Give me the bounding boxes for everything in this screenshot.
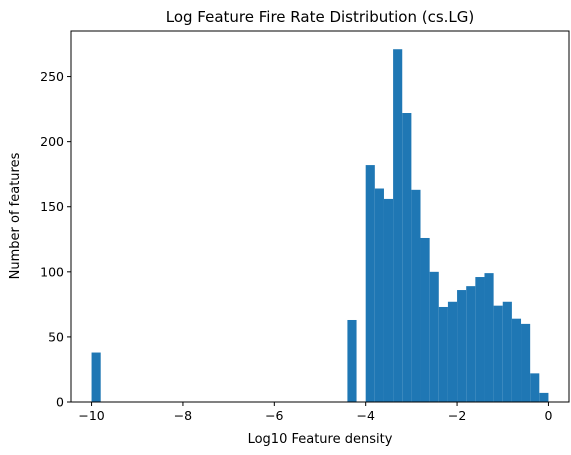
histogram-bar bbox=[374, 188, 384, 402]
histogram-bar bbox=[438, 306, 448, 402]
histogram-bar bbox=[530, 373, 540, 402]
histogram-bar bbox=[457, 290, 467, 402]
y-tick-label: 200 bbox=[40, 134, 64, 149]
x-tick-label: −2 bbox=[448, 408, 466, 423]
histogram-bar bbox=[429, 271, 439, 402]
y-axis-ticks: 0 50 100 150 200 250 bbox=[40, 69, 71, 410]
histogram-bar bbox=[502, 301, 512, 402]
x-axis-ticks: −10 −8 −6 −4 −2 0 bbox=[78, 402, 552, 423]
y-tick-label: 100 bbox=[40, 264, 64, 279]
y-tick-label: 250 bbox=[40, 69, 64, 84]
x-tick-label: 0 bbox=[544, 408, 552, 423]
histogram-bar bbox=[466, 286, 476, 402]
histogram-bar bbox=[91, 352, 101, 402]
y-tick-label: 0 bbox=[56, 395, 64, 410]
histogram-bar bbox=[493, 305, 503, 402]
histogram-bar bbox=[402, 113, 412, 402]
histogram-bar bbox=[447, 301, 458, 402]
histogram-bar bbox=[365, 165, 375, 402]
x-tick-label: −4 bbox=[356, 408, 374, 423]
histogram-bar bbox=[383, 198, 394, 402]
histogram-bar bbox=[420, 237, 430, 402]
plot-frame bbox=[70, 30, 570, 403]
y-tick-label: 50 bbox=[48, 329, 64, 344]
x-tick-label: −8 bbox=[174, 408, 192, 423]
histogram-bar bbox=[539, 392, 549, 402]
bars-group bbox=[91, 49, 549, 403]
histogram-bar bbox=[511, 318, 522, 402]
x-tick-label: −6 bbox=[265, 408, 283, 423]
histogram-bar bbox=[475, 277, 485, 402]
x-axis-title: Log10 Feature density bbox=[248, 432, 393, 447]
y-tick-label: 150 bbox=[40, 199, 64, 214]
x-tick-label: −10 bbox=[78, 408, 104, 423]
histogram-bar bbox=[521, 323, 531, 402]
histogram-bar bbox=[393, 49, 403, 403]
chart-title: Log Feature Fire Rate Distribution (cs.L… bbox=[166, 8, 475, 26]
histogram-bar bbox=[411, 189, 421, 402]
histogram-bar bbox=[484, 273, 494, 402]
y-axis-title: Number of features bbox=[8, 152, 23, 279]
histogram-bar bbox=[347, 319, 357, 402]
